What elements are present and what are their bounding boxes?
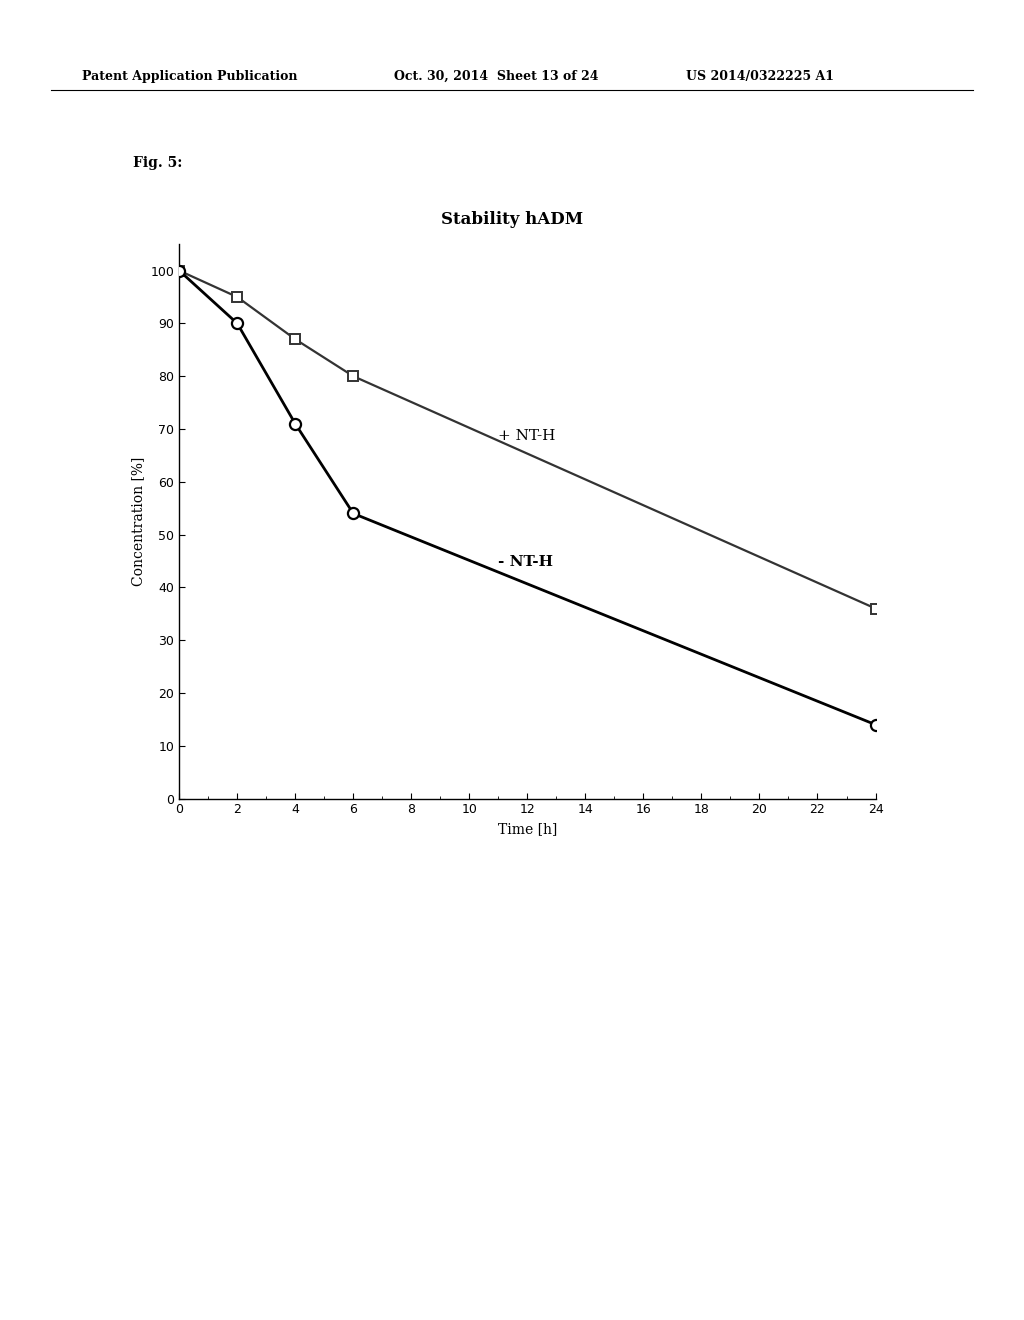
Y-axis label: Concentration [%]: Concentration [%] — [131, 457, 145, 586]
Text: Stability hADM: Stability hADM — [441, 211, 583, 228]
Text: Patent Application Publication: Patent Application Publication — [82, 70, 297, 83]
Text: US 2014/0322225 A1: US 2014/0322225 A1 — [686, 70, 835, 83]
Text: - NT-H: - NT-H — [499, 556, 553, 569]
X-axis label: Time [h]: Time [h] — [498, 822, 557, 836]
Text: Oct. 30, 2014  Sheet 13 of 24: Oct. 30, 2014 Sheet 13 of 24 — [394, 70, 599, 83]
Text: Fig. 5:: Fig. 5: — [133, 156, 182, 170]
Text: + NT-H: + NT-H — [499, 429, 556, 442]
